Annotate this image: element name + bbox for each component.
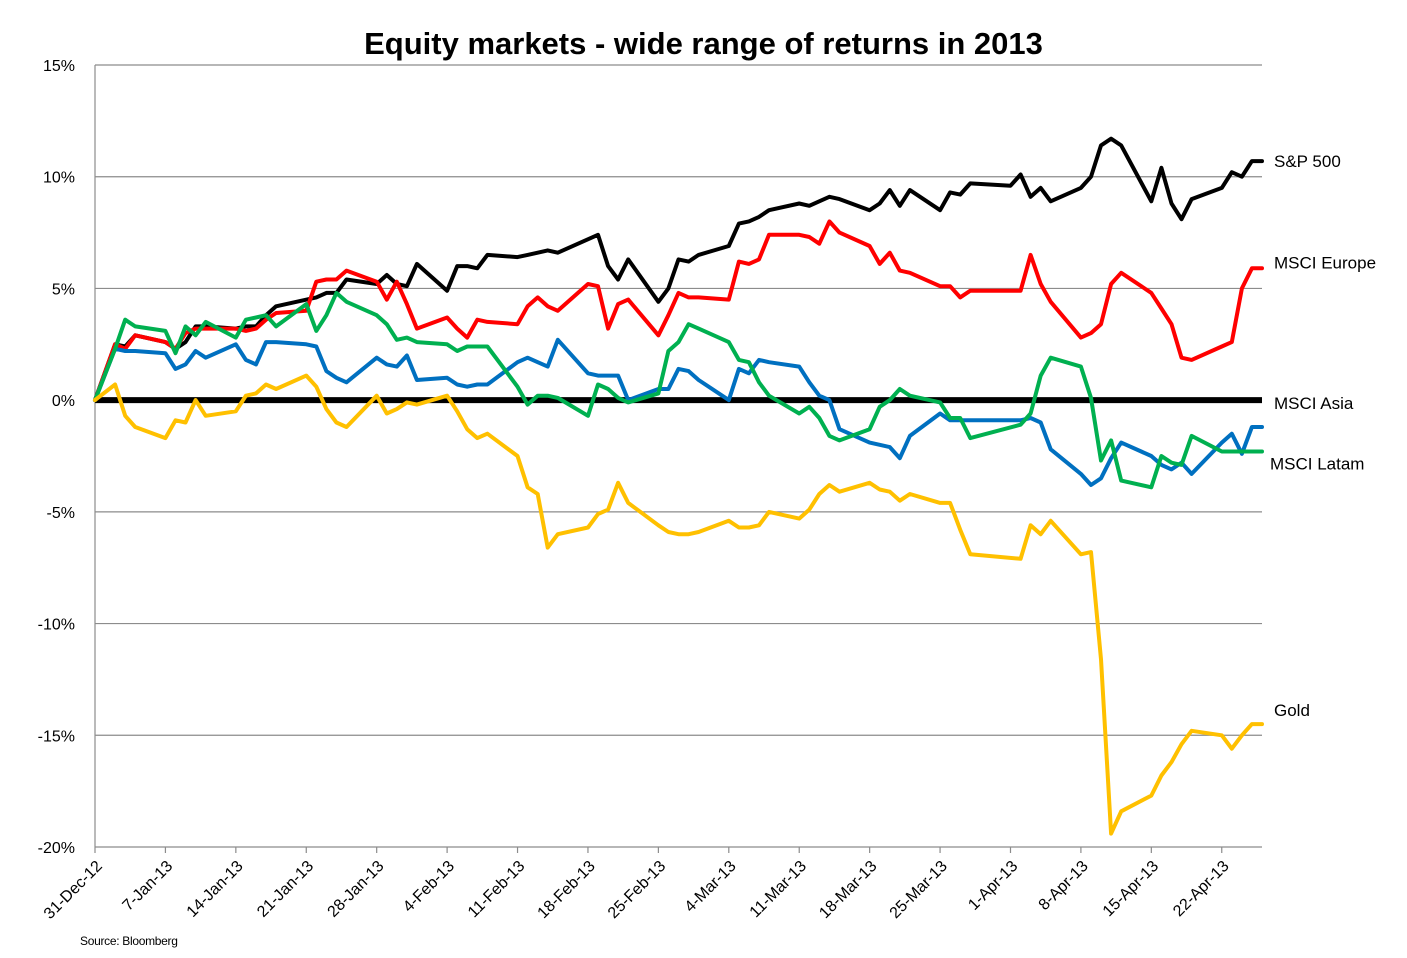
y-tick-label: -10% <box>38 617 75 634</box>
series-label-msci-europe: MSCI Europe <box>1274 253 1376 272</box>
x-tick-label: 8-Apr-13 <box>1036 858 1092 914</box>
series-label-msci-latam: MSCI Latam <box>1270 455 1364 474</box>
x-tick-label: 11-Feb-13 <box>465 858 528 921</box>
series-line-msci-europe <box>93 219 1264 403</box>
series-line-sp-500 <box>93 136 1264 403</box>
series-label-gold: Gold <box>1274 701 1310 720</box>
y-tick-label: 0% <box>52 393 75 410</box>
series-line-gold <box>93 373 1264 836</box>
y-tick-label: 15% <box>43 58 75 75</box>
y-axis: 15% 10% 5% 0% -5% -10% -15% -20% <box>38 58 75 857</box>
series-line-msci-latam <box>93 290 1264 490</box>
x-tick-label: 4-Feb-13 <box>400 858 458 916</box>
x-tick-label: 18-Feb-13 <box>535 858 599 922</box>
x-tick-label: 15-Apr-13 <box>1100 858 1162 920</box>
x-tick-label: 1-Apr-13 <box>965 858 1021 914</box>
x-tick-label: 31-Dec-12 <box>41 858 106 923</box>
x-tick-label: 4-Mar-13 <box>682 858 740 916</box>
y-tick-label: -5% <box>47 505 75 522</box>
series-group <box>93 136 1264 836</box>
source-note: Source: Bloomberg <box>80 934 178 948</box>
grid <box>94 64 1262 848</box>
y-tick-label: -15% <box>38 728 75 745</box>
x-tick-label: 25-Mar-13 <box>887 858 951 922</box>
x-tick-label: 7-Jan-13 <box>120 858 177 915</box>
y-tick-label: 5% <box>52 281 75 298</box>
series-label-sp-500: S&P 500 <box>1274 152 1341 171</box>
series-line-msci-asia <box>93 337 1264 487</box>
series-label-msci-asia: MSCI Asia <box>1274 394 1354 413</box>
x-tick-label: 11-Mar-13 <box>747 858 810 921</box>
x-tick-label: 18-Mar-13 <box>816 858 880 922</box>
y-tick-label: 10% <box>43 170 75 187</box>
x-tick-label: 28-Jan-13 <box>325 858 388 921</box>
chart-title: Equity markets - wide range of returns i… <box>364 26 1043 61</box>
x-tick-label: 25-Feb-13 <box>605 858 669 922</box>
y-tick-label: -20% <box>38 840 75 857</box>
x-axis: 31-Dec-12 7-Jan-13 14-Jan-13 21-Jan-13 28-Ja… <box>41 847 1233 923</box>
x-tick-label: 14-Jan-13 <box>184 858 247 921</box>
x-tick-label: 22-Apr-13 <box>1170 858 1232 920</box>
x-tick-label: 21-Jan-13 <box>254 858 317 921</box>
series-labels: S&P 500 MSCI Europe MSCI Asia MSCI Latam Gol… <box>1270 152 1376 720</box>
